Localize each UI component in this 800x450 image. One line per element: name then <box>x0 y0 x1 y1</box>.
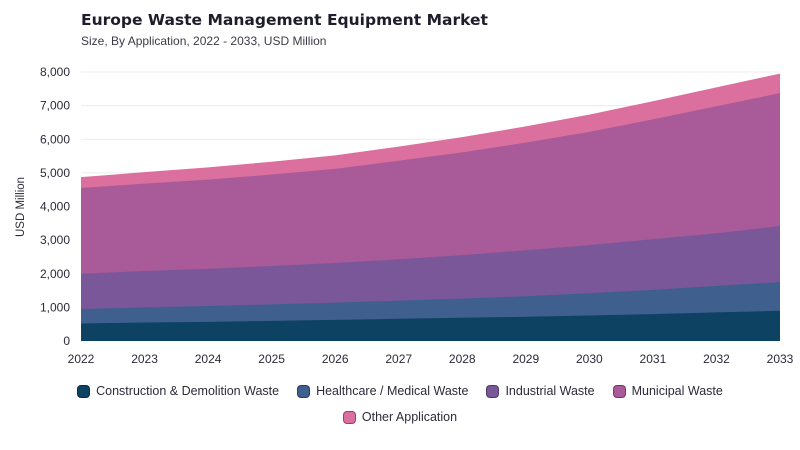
area-series-other-application[interactable] <box>81 74 780 189</box>
y-tick-label: 5,000 <box>40 166 70 180</box>
chart-subtitle: Size, By Application, 2022 - 2033, USD M… <box>81 34 327 48</box>
legend-label: Construction & Demolition Waste <box>96 384 280 398</box>
y-tick-label: 1,000 <box>40 300 70 314</box>
y-tick-label: 4,000 <box>40 200 70 214</box>
area-chart: 0 1,000 2,000 3,000 4,000 5,000 6,000 7,000 8,00… <box>15 65 794 366</box>
legend-swatch <box>342 410 356 424</box>
y-tick-label: 7,000 <box>40 99 70 113</box>
y-tick-label: 6,000 <box>40 132 70 146</box>
legend-label: Healthcare / Medical Waste <box>316 384 469 398</box>
x-tick-label: 2024 <box>195 352 222 366</box>
x-axis-ticks: 2022 2023 2024 2025 2026 2027 2028 2029 2030 2031… <box>68 352 794 366</box>
y-tick-label: 0 <box>63 334 70 348</box>
legend-swatch <box>612 384 626 398</box>
y-tick-label: 2,000 <box>40 267 70 281</box>
area-series-industrial-waste[interactable] <box>81 226 780 310</box>
legend-swatch <box>297 384 311 398</box>
x-tick-label: 2032 <box>703 352 730 366</box>
y-axis-ticks: 0 1,000 2,000 3,000 4,000 5,000 6,000 7,000 8,00… <box>40 65 70 348</box>
x-tick-label: 2023 <box>131 352 158 366</box>
legend-item[interactable]: Industrial Waste <box>486 384 595 398</box>
legend-item[interactable]: Construction & Demolition Waste <box>77 384 279 398</box>
legend-label: Industrial Waste <box>505 384 595 398</box>
legend-label: Other Application <box>361 410 458 424</box>
x-tick-label: 2030 <box>576 352 603 366</box>
x-tick-label: 2033 <box>767 352 794 366</box>
area-series-municipal-waste[interactable] <box>81 93 780 274</box>
x-tick-label: 2022 <box>68 352 95 366</box>
legend-item[interactable]: Municipal Waste <box>612 384 723 398</box>
legend-swatch <box>77 384 91 398</box>
area-series-edge <box>80 73 781 179</box>
legend-item[interactable]: Other Application <box>342 410 458 424</box>
chart-legend: Construction & Demolition Waste Healthcar… <box>0 384 800 424</box>
x-tick-label: 2027 <box>385 352 412 366</box>
legend-item[interactable]: Healthcare / Medical Waste <box>297 384 468 398</box>
area-series-construction-demolition-waste[interactable] <box>81 310 780 341</box>
x-tick-label: 2031 <box>640 352 667 366</box>
x-tick-label: 2025 <box>258 352 285 366</box>
x-tick-label: 2026 <box>322 352 349 366</box>
chart-title: Europe Waste Management Equipment Market <box>81 11 488 29</box>
y-tick-label: 3,000 <box>40 233 70 247</box>
stacked-areas <box>80 73 781 341</box>
x-tick-label: 2029 <box>512 352 539 366</box>
y-axis-label: USD Million <box>15 177 27 237</box>
legend-label: Municipal Waste <box>631 384 723 398</box>
x-tick-label: 2028 <box>449 352 476 366</box>
y-tick-label: 8,000 <box>40 65 70 79</box>
legend-swatch <box>486 384 500 398</box>
